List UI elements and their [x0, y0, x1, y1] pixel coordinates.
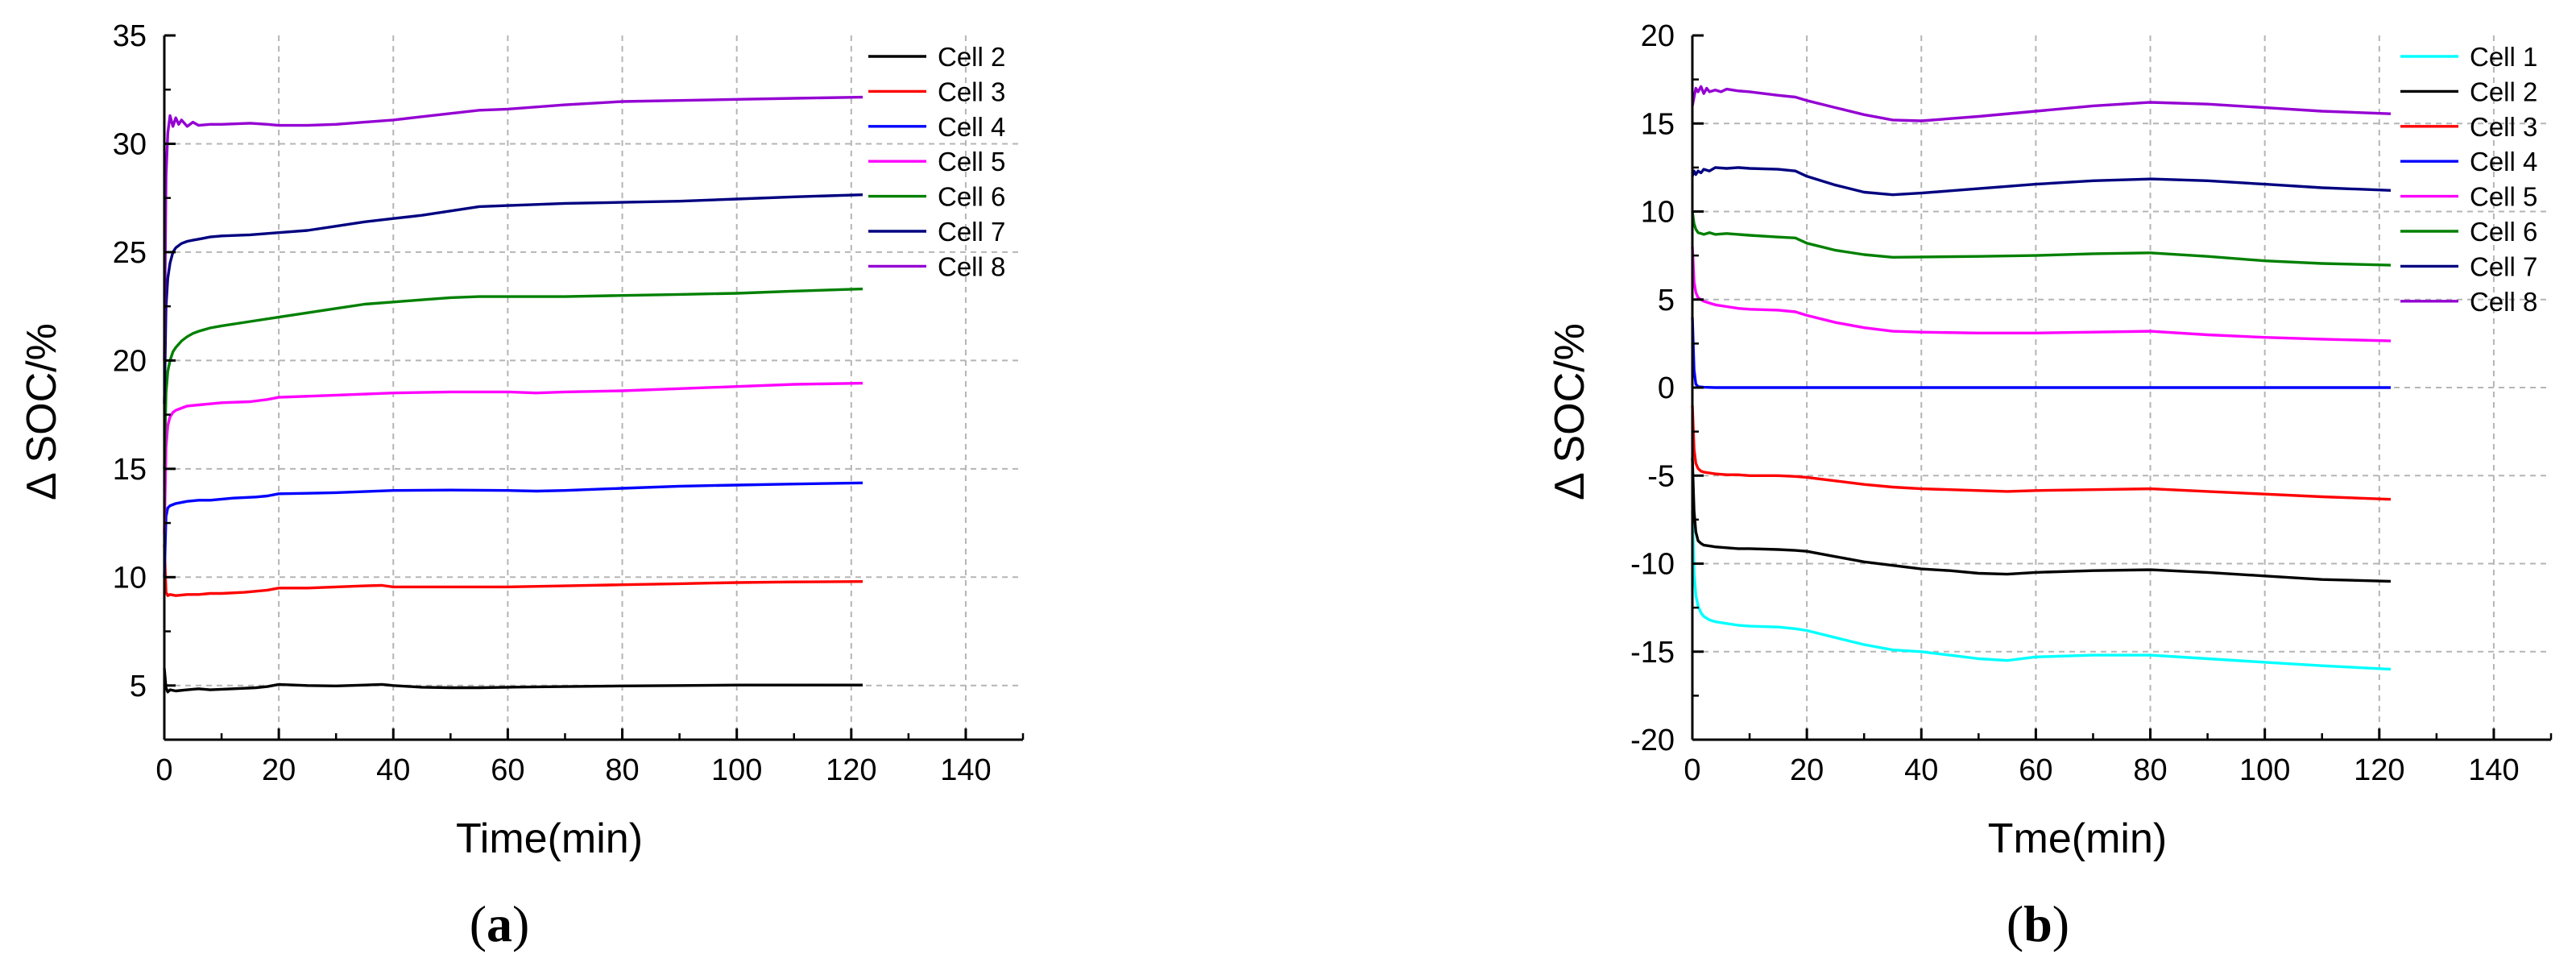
series-line-cell-1 [1691, 510, 2392, 671]
panel-caption: (a) [470, 895, 530, 952]
series-line-cell-3 [1691, 404, 2392, 501]
series-line-cell-3 [163, 544, 863, 597]
y-tick-label: 0 [1658, 371, 1675, 405]
y-tick-label: 5 [1658, 284, 1675, 317]
series-line-cell-6 [163, 287, 863, 469]
panel-caption: (b) [2007, 895, 2069, 952]
legend-label: Cell 2 [2470, 77, 2537, 106]
series-line-cell-7 [1691, 166, 2392, 197]
legend-label: Cell 8 [2470, 287, 2537, 317]
x-tick-label: 100 [2239, 753, 2290, 787]
x-tick-label: 0 [155, 753, 172, 787]
legend-label: Cell 8 [938, 251, 1005, 281]
y-tick-label: 15 [113, 453, 147, 487]
legend-label: Cell 3 [938, 77, 1005, 106]
series-line-cell-2 [163, 668, 863, 694]
legend-label: Cell 3 [2470, 112, 2537, 142]
series-line-cell-7 [163, 193, 863, 404]
legend-label: Cell 4 [938, 112, 1005, 142]
legend-label: Cell 6 [938, 182, 1005, 212]
legend-label: Cell 5 [2470, 182, 2537, 212]
x-tick-label: 40 [1904, 753, 1938, 787]
x-tick-label: 60 [491, 753, 524, 787]
chart-panel-a: 0 20 40 60 80 100 120 140 5 10 15 20 25 30 35 Time(min)… [19, 19, 1025, 952]
y-tick-label: 35 [113, 19, 147, 53]
legend-label: Cell 6 [2470, 217, 2537, 247]
legend-label: Cell 4 [2470, 147, 2537, 176]
x-tick-label: 140 [2468, 753, 2519, 787]
x-tick-label: 80 [2133, 753, 2167, 787]
y-tick-label: 15 [1641, 107, 1675, 141]
y-tick-label: -20 [1630, 724, 1675, 757]
x-axis-title: Time(min) [456, 815, 643, 862]
x-tick-label: 20 [262, 753, 296, 787]
x-tick-label: 100 [711, 753, 762, 787]
y-tick-label: 20 [113, 344, 147, 378]
x-tick-label: 40 [376, 753, 410, 787]
x-tick-label: 0 [1684, 753, 1700, 787]
x-tick-label: 120 [826, 753, 876, 787]
series-line-cell-4 [163, 481, 863, 578]
y-tick-label: -10 [1630, 548, 1675, 582]
y-tick-label: 5 [130, 670, 147, 703]
legend-label: Cell 2 [938, 42, 1005, 72]
x-tick-label: 140 [940, 753, 991, 787]
series-line-cell-6 [1691, 211, 2392, 267]
y-tick-label: 25 [113, 236, 147, 270]
y-tick-label: 10 [1641, 196, 1675, 230]
x-tick-label: 120 [2354, 753, 2404, 787]
x-axis-title: Tme(min) [1988, 815, 2167, 862]
y-axis-title: Δ SOC/% [19, 323, 65, 500]
x-tick-label: 80 [605, 753, 639, 787]
y-tick-label: 20 [1641, 19, 1675, 53]
y-tick-label: 10 [113, 561, 147, 595]
y-axis-title: Δ SOC/% [1547, 323, 1593, 500]
series-line-cell-2 [1691, 458, 2392, 583]
x-tick-label: 20 [1790, 753, 1824, 787]
y-tick-label: -15 [1630, 636, 1675, 670]
chart-panel-b: 0 20 40 60 80 100 120 140 -20 -15 -10 -5 0 5 10 15 20 Tme… [1547, 19, 2553, 952]
y-tick-label: -5 [1647, 459, 1675, 493]
x-tick-label: 60 [2019, 753, 2052, 787]
series-line-cell-4 [1691, 317, 2391, 389]
legend-label: Cell 5 [938, 147, 1005, 176]
series-line-cell-5 [163, 381, 863, 534]
series-line-cell-8 [163, 95, 863, 361]
legend-label: Cell 7 [2470, 251, 2537, 281]
y-tick-label: 30 [113, 127, 147, 161]
series-line-cell-8 [1691, 85, 2392, 122]
legend-label: Cell 1 [2470, 42, 2537, 72]
legend-label: Cell 7 [938, 217, 1005, 247]
